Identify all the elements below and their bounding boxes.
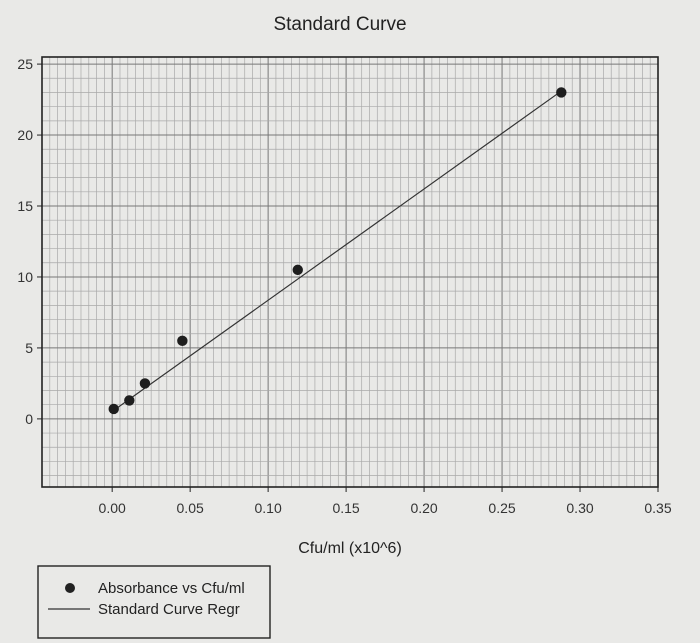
x-tick-label: 0.35 (644, 500, 671, 516)
x-tick-label: 0.20 (410, 500, 437, 516)
y-axis-ticks: 0 5 10 15 20 25 (17, 56, 42, 427)
data-point (556, 87, 567, 98)
x-tick-label: 0.00 (99, 500, 126, 516)
legend-box (37, 565, 271, 639)
data-point (139, 378, 151, 389)
y-tick-label: 0 (25, 411, 33, 427)
y-tick-label: 20 (17, 127, 33, 143)
y-tick-label: 5 (25, 340, 33, 356)
legend: Absorbance vs Cfu/ml Standard Curve Regr (37, 565, 271, 639)
x-tick-label: 0.25 (488, 500, 515, 516)
y-tick-label: 10 (17, 269, 33, 285)
data-point (108, 403, 119, 415)
x-axis-label: Cfu/ml (x10^6) (298, 540, 402, 557)
data-point (292, 264, 303, 276)
data-point (177, 335, 188, 347)
legend-label-line: Standard Curve Regr (98, 601, 240, 618)
data-point (124, 395, 135, 406)
plot-frame (41, 56, 659, 488)
x-tick-label: 0.15 (332, 500, 359, 516)
series-layer (108, 87, 567, 415)
legend-marker-points (65, 583, 75, 593)
y-tick-label: 25 (17, 56, 33, 72)
y-tick-label: 15 (17, 198, 33, 214)
legend-label-points: Absorbance vs Cfu/ml (98, 580, 245, 597)
regression-line (113, 90, 562, 411)
x-axis-ticks: 0.00 0.05 0.10 0.15 0.20 0.25 0.30 0.35 (99, 487, 672, 516)
plot-grid (41, 57, 659, 487)
x-tick-label: 0.05 (177, 500, 204, 516)
x-tick-label: 0.10 (255, 500, 282, 516)
chart-title: Standard Curve (273, 14, 406, 35)
x-tick-label: 0.30 (566, 500, 593, 516)
